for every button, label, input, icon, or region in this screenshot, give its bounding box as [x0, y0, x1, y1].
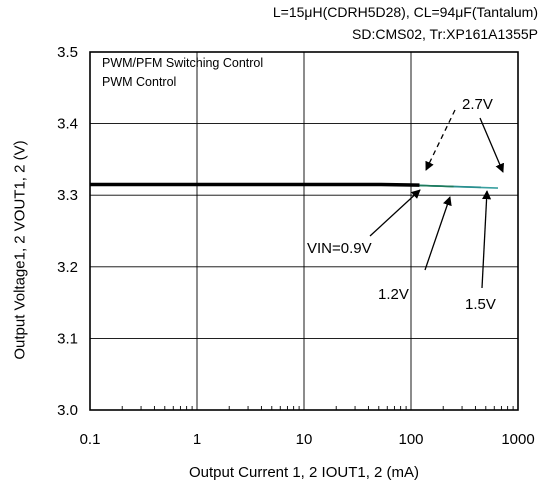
plot-frame — [89, 51, 519, 411]
arrow-vin-2-7v — [479, 117, 504, 173]
annotation-vin-0-9v: VIN=0.9V — [307, 240, 372, 257]
y-tick-label: 3.5 — [57, 44, 78, 61]
annotation-vin-2-7v: 2.7V — [462, 96, 493, 113]
tick-labels: 0.1 1 10 100 1000 3.0 3.1 3.2 3.3 3.4 3.5 — [57, 44, 535, 448]
x-tick-label: 1 — [193, 431, 201, 448]
x-tick-label: 10 — [296, 431, 313, 448]
x-tick-label: 100 — [398, 431, 423, 448]
y-tick-label: 3.1 — [57, 330, 78, 347]
y-tick-label: 3.0 — [57, 402, 78, 419]
y-tick-label: 3.4 — [57, 116, 78, 133]
y-axis-label: Output Voltage1, 2 VOUT1, 2 (V) — [11, 140, 29, 360]
control-mode-note-1: PWM/PFM Switching Control — [102, 56, 264, 70]
x-axis-label: Output Current 1, 2 IOUT1, 2 (mA) — [188, 464, 420, 481]
series-line — [90, 182, 420, 187]
axis-ticks — [121, 406, 514, 410]
arrow-vin-1-2v — [424, 196, 452, 271]
arrow-vin-1-5v — [481, 190, 492, 289]
annotation-vin-1-2v: 1.2V — [378, 286, 409, 303]
x-tick-label: 0.1 — [80, 431, 101, 448]
x-tick-label: 1000 — [501, 431, 534, 448]
annotation-arrows — [369, 109, 504, 289]
annotation-vin-1-5v: 1.5V — [465, 296, 496, 313]
header-line-2: SD:CMS02, Tr:XP161A1355P — [352, 26, 538, 42]
series-lines — [90, 182, 499, 189]
arrow-vin-2-7v-dashed — [425, 109, 456, 171]
y-tick-label: 3.2 — [57, 259, 78, 276]
arrow-vin-0-9v — [369, 189, 421, 237]
grid-lines — [90, 52, 518, 410]
header-line-1: L=15μH(CDRH5D28), CL=94μF(Tantalum) — [272, 4, 538, 20]
control-mode-note-2: PWM Control — [102, 75, 177, 89]
y-tick-label: 3.3 — [57, 187, 78, 204]
